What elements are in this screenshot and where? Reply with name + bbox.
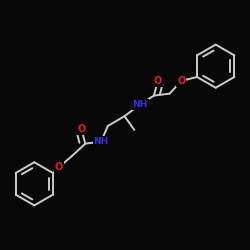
Text: O: O — [77, 124, 86, 134]
Text: O: O — [154, 76, 162, 86]
Text: O: O — [177, 76, 186, 86]
Text: NH: NH — [93, 137, 108, 146]
Text: NH: NH — [132, 100, 148, 109]
Text: O: O — [55, 162, 63, 172]
